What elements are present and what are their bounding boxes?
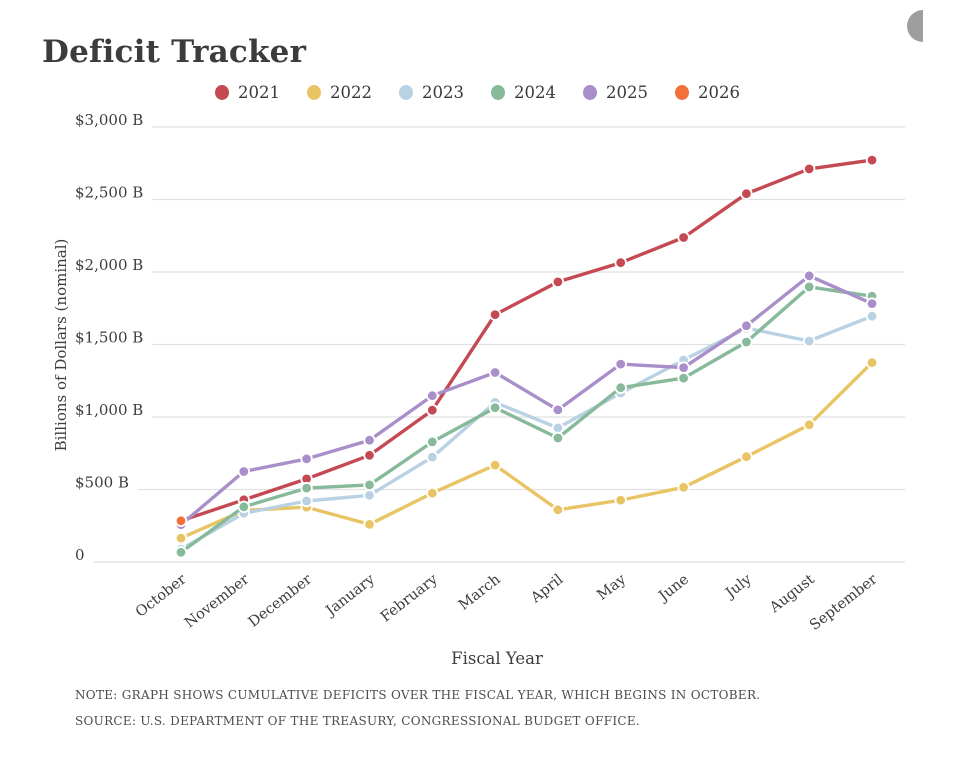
- x-tick-label-january: January: [322, 571, 379, 620]
- legend-label-2021: 2021: [238, 83, 280, 102]
- series-line-2021: [179, 158, 874, 523]
- y-tick-label-1000: $1,000 B: [75, 401, 143, 419]
- y-tick-label-1500: $1,500 B: [75, 329, 143, 347]
- chart-source: SOURCE: U.S. DEPARTMENT OF THE TREASURY,…: [75, 714, 641, 728]
- data-point-2022-october[interactable]: [174, 531, 188, 545]
- legend-label-2023: 2023: [422, 83, 464, 102]
- legend-item-2023[interactable]: 2023: [399, 83, 464, 102]
- data-point-2023-august[interactable]: [803, 334, 816, 348]
- data-point-2025-february[interactable]: [426, 389, 439, 402]
- x-tick-label-october: October: [133, 572, 190, 621]
- legend-dot-2021: [215, 85, 229, 100]
- data-point-2025-august[interactable]: [803, 269, 816, 283]
- data-point-2021-march[interactable]: [488, 308, 502, 321]
- legend-dot-2022: [307, 85, 321, 100]
- data-point-2022-april[interactable]: [551, 503, 565, 517]
- series-line-2024: [179, 285, 874, 554]
- data-point-2022-june[interactable]: [677, 481, 690, 494]
- x-tick-label-august: August: [766, 571, 818, 616]
- data-point-2021-february[interactable]: [426, 404, 439, 417]
- legend-item-2022[interactable]: 2022: [307, 83, 372, 102]
- legend-label-2022: 2022: [330, 83, 372, 102]
- data-point-2021-may[interactable]: [614, 256, 627, 269]
- legend-item-2026[interactable]: 2026: [675, 83, 740, 102]
- legend-label-2025: 2025: [606, 83, 648, 102]
- data-point-2024-february[interactable]: [426, 435, 439, 449]
- series-line-2022: [179, 360, 874, 540]
- x-tick-label-february: February: [378, 571, 441, 625]
- x-tick-label-june: June: [655, 572, 692, 606]
- chart-note: NOTE: GRAPH SHOWS CUMULATIVE DEFICITS OV…: [75, 688, 761, 702]
- data-point-2025-september[interactable]: [865, 297, 879, 310]
- data-point-2025-april[interactable]: [551, 403, 565, 417]
- data-point-2023-january[interactable]: [363, 489, 376, 502]
- data-point-2024-april[interactable]: [551, 431, 565, 445]
- y-axis-title: Billions of Dollars (nominal): [52, 239, 70, 452]
- data-point-2025-january[interactable]: [363, 434, 376, 447]
- x-tick-label-september: September: [807, 572, 881, 634]
- legend-dot-2024: [491, 85, 505, 100]
- x-tick-label-may: May: [594, 571, 629, 604]
- legend-label-2026: 2026: [698, 83, 740, 102]
- legend-item-2021[interactable]: 2021: [215, 83, 280, 102]
- data-point-2022-february[interactable]: [426, 486, 439, 500]
- series-line-2023: [179, 314, 874, 551]
- data-point-2021-september[interactable]: [865, 153, 879, 167]
- y-tick-label-0: 0: [75, 546, 85, 564]
- legend-item-2024[interactable]: 2024: [491, 83, 556, 102]
- x-tick-label-december: December: [246, 572, 315, 631]
- y-tick-label-3000: $3,000 B: [75, 111, 143, 129]
- data-point-2022-january[interactable]: [363, 518, 376, 531]
- data-point-2024-may[interactable]: [614, 381, 627, 394]
- legend-label-2024: 2024: [514, 83, 556, 102]
- data-point-2024-august[interactable]: [803, 280, 816, 294]
- data-point-2024-march[interactable]: [488, 401, 502, 414]
- data-point-2025-june[interactable]: [677, 361, 690, 374]
- page-title: Deficit Tracker: [42, 34, 307, 70]
- y-tick-label-2000: $2,000 B: [75, 256, 143, 274]
- x-tick-label-november: November: [182, 572, 252, 632]
- data-point-2022-september[interactable]: [865, 356, 879, 369]
- data-point-2021-july[interactable]: [740, 187, 753, 200]
- data-point-2026-october[interactable]: [174, 514, 188, 528]
- x-tick-label-march: March: [456, 572, 504, 614]
- edge-circle-button[interactable]: [907, 10, 939, 42]
- data-point-2021-august[interactable]: [803, 162, 816, 176]
- legend-item-2025[interactable]: 2025: [583, 83, 648, 102]
- data-point-2025-march[interactable]: [488, 366, 502, 379]
- x-tick-label-july: July: [721, 571, 755, 603]
- data-point-2023-september[interactable]: [865, 310, 879, 323]
- data-point-2024-october[interactable]: [174, 546, 188, 559]
- data-point-2022-july[interactable]: [740, 450, 753, 463]
- data-point-2024-june[interactable]: [677, 371, 690, 385]
- x-axis-title: Fiscal Year: [451, 649, 543, 668]
- data-point-2024-january[interactable]: [363, 478, 376, 492]
- x-tick-label-april: April: [527, 571, 566, 607]
- data-point-2025-may[interactable]: [614, 357, 627, 371]
- data-point-2023-april[interactable]: [551, 421, 565, 435]
- data-point-2022-august[interactable]: [803, 418, 816, 432]
- legend-dot-2026: [675, 85, 689, 100]
- data-point-2024-december[interactable]: [300, 481, 313, 495]
- data-point-2025-december[interactable]: [300, 452, 313, 466]
- legend-dot-2025: [583, 85, 597, 100]
- data-point-2024-november[interactable]: [237, 500, 251, 514]
- y-tick-label-500: $500 B: [75, 474, 129, 492]
- legend-dot-2023: [399, 85, 413, 100]
- data-point-2022-march[interactable]: [488, 458, 502, 472]
- chart-legend: 2021 2022 2023 2024 2025 2026: [0, 83, 955, 102]
- data-point-2024-july[interactable]: [740, 335, 753, 349]
- y-tick-label-2500: $2,500 B: [75, 184, 143, 202]
- series-line-2025: [179, 274, 874, 527]
- data-point-2023-december[interactable]: [300, 494, 313, 508]
- data-point-2025-november[interactable]: [237, 465, 251, 478]
- data-point-2022-may[interactable]: [614, 494, 627, 507]
- data-point-2025-july[interactable]: [740, 319, 753, 333]
- data-point-2021-june[interactable]: [677, 231, 690, 244]
- data-point-2021-april[interactable]: [551, 275, 565, 289]
- data-point-2023-february[interactable]: [426, 451, 439, 464]
- data-point-2021-january[interactable]: [363, 449, 376, 462]
